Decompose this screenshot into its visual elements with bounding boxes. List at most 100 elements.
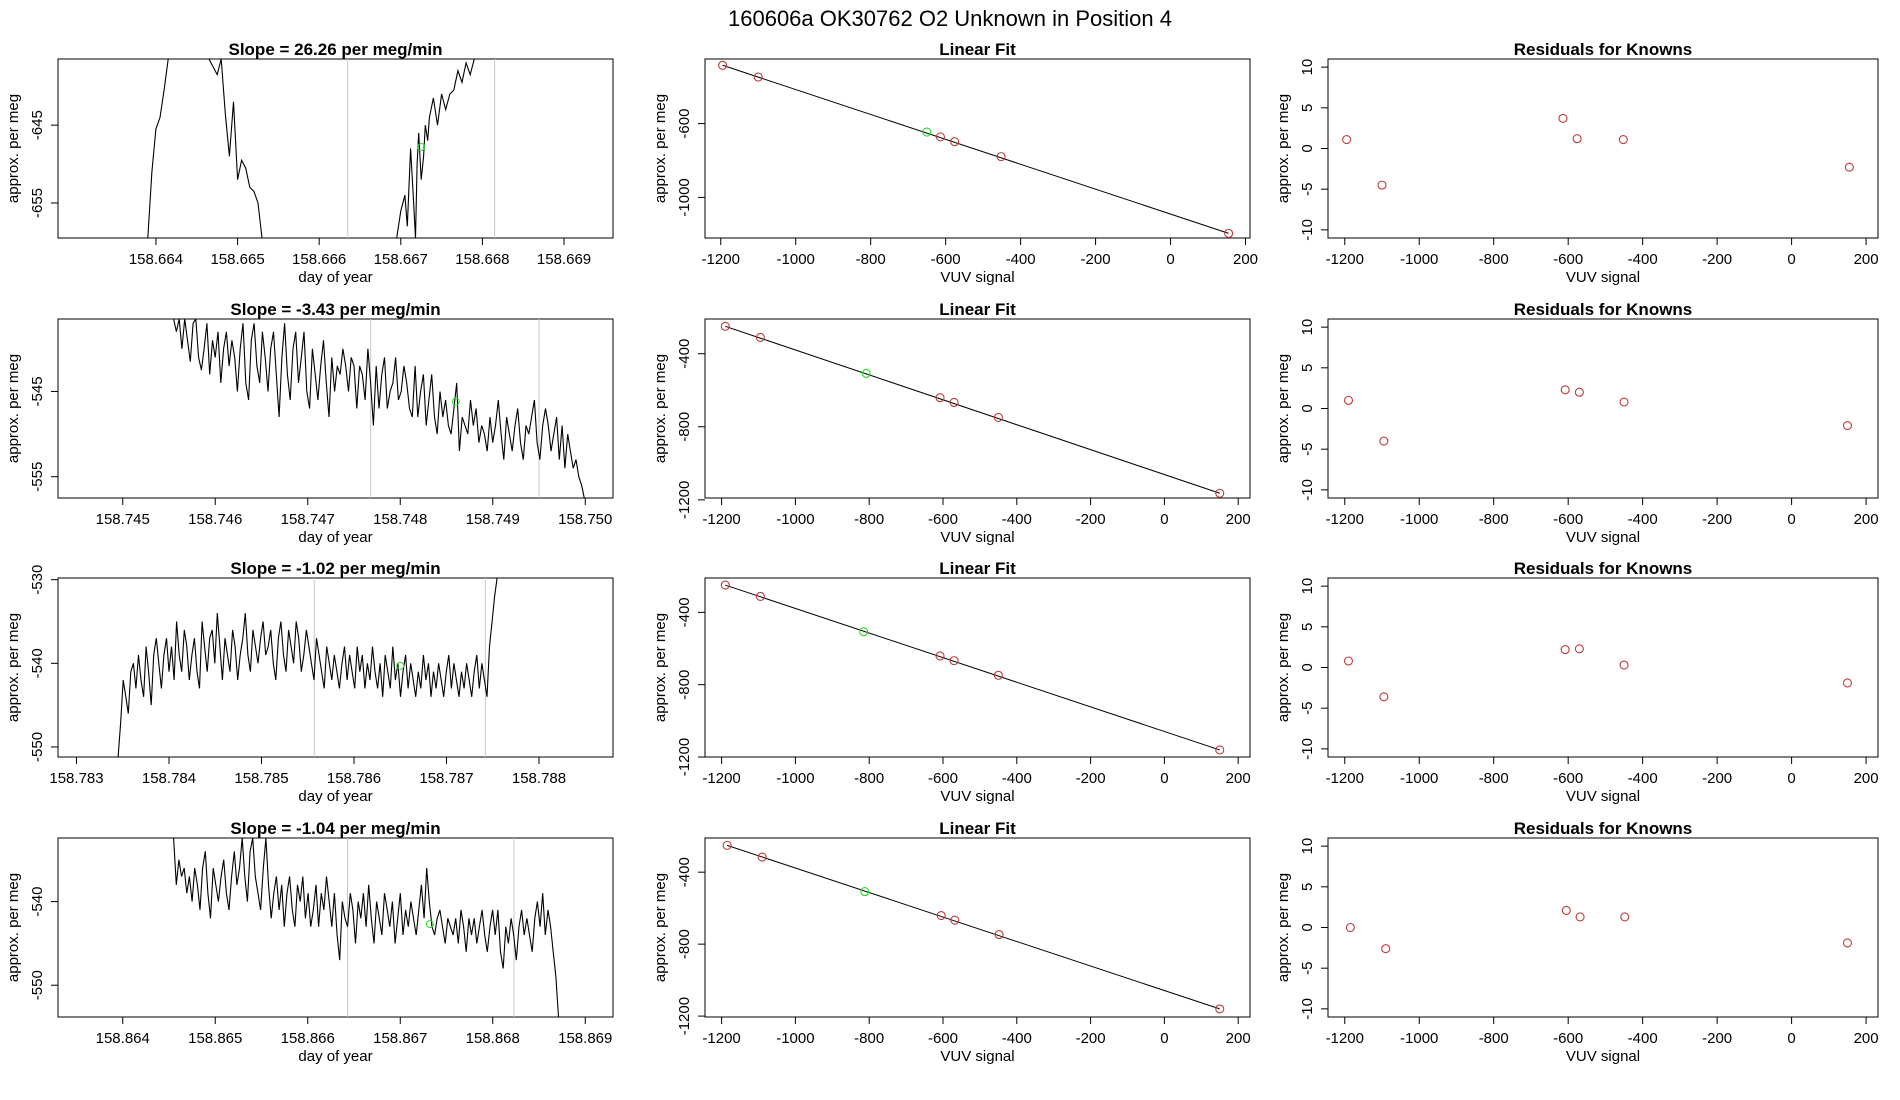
x-tick-label: 158.664 <box>129 251 183 268</box>
plot-area <box>722 840 1225 1014</box>
known-point <box>935 651 945 661</box>
chart-title: Slope = -1.04 per meg/min <box>230 819 440 838</box>
y-tick-label: -655 <box>29 188 46 218</box>
plot-area <box>147 59 496 238</box>
known-point <box>1224 228 1234 238</box>
known-point <box>720 580 730 590</box>
x-tick-label: 158.788 <box>512 770 566 787</box>
y-axis-label: approx. per meg <box>652 94 669 203</box>
x-tick-label: -800 <box>854 511 884 528</box>
x-tick-label: -400 <box>1628 251 1658 268</box>
x-tick-label: -1200 <box>1326 511 1364 528</box>
known-point <box>936 910 946 921</box>
chart-title: Slope = -1.02 per meg/min <box>230 559 440 578</box>
known-point <box>1618 135 1628 145</box>
y-tick-label: 5 <box>1299 623 1316 631</box>
plot-frame <box>1327 318 1879 499</box>
x-tick-label: -600 <box>931 251 961 268</box>
known-point <box>757 852 767 862</box>
x-axis-label: VUV signal <box>940 269 1014 286</box>
unknown-point <box>417 142 426 151</box>
y-tick-label: -540 <box>29 887 46 917</box>
x-tick-label: 158.786 <box>327 770 381 787</box>
x-tick-label: 0 <box>1160 770 1168 787</box>
x-tick-label: 200 <box>1226 511 1251 528</box>
known-point <box>1572 134 1582 144</box>
known-point <box>1842 678 1853 688</box>
known-point <box>1842 421 1853 431</box>
x-axis-label: VUV signal <box>1566 269 1640 286</box>
plot-area <box>1343 385 1853 446</box>
chart-panel: Residuals for Knowns-1200 -1000 -800 -600 -4… <box>1275 819 1879 1065</box>
y-tick-label: 10 <box>1299 319 1316 336</box>
y-tick-label: 5 <box>1299 104 1316 112</box>
x-tick-label: 200 <box>1226 770 1251 787</box>
x-tick-label: -1000 <box>776 1030 814 1047</box>
y-tick-label: -555 <box>29 462 46 492</box>
known-point <box>1379 436 1389 446</box>
chart-panel: Linear Fit -1200 -1000 -800 -600 -400 -200 0 200… <box>652 559 1251 805</box>
x-tick-label: -800 <box>854 770 884 787</box>
chart-title: Linear Fit <box>939 559 1016 578</box>
y-axis-label: approx. per meg <box>1275 873 1292 982</box>
chart-panel: Residuals for Knowns-1200 -1000 -800 -600 -4… <box>1275 559 1879 805</box>
x-tick-label: -600 <box>928 511 958 528</box>
known-point <box>753 72 763 82</box>
unknown-point <box>922 127 932 137</box>
x-axis-label: day of year <box>298 788 372 805</box>
plot-frame <box>704 577 1251 758</box>
x-tick-label: -800 <box>1479 770 1509 787</box>
x-tick-label: -800 <box>1479 511 1509 528</box>
x-tick-label: -200 <box>1076 1030 1106 1047</box>
chart-title: Residuals for Knowns <box>1514 559 1693 578</box>
known-point <box>1844 162 1854 172</box>
x-tick-label: -800 <box>1479 251 1509 268</box>
known-point <box>720 321 730 331</box>
x-tick-label: -600 <box>1553 770 1583 787</box>
chart-title: Linear Fit <box>939 300 1016 319</box>
y-tick-label: -600 <box>676 109 693 139</box>
known-point <box>755 332 765 342</box>
plot-frame <box>57 318 614 499</box>
x-tick-label: 158.667 <box>374 251 428 268</box>
x-tick-label: 158.867 <box>373 1030 427 1047</box>
y-tick-label: -5 <box>1299 702 1316 715</box>
x-tick-label: 158.666 <box>292 251 346 268</box>
plot-frame <box>57 58 614 239</box>
y-tick-label: -1200 <box>676 738 693 776</box>
known-point <box>1377 180 1387 190</box>
x-tick-label: -1200 <box>702 770 740 787</box>
chart-panel: Slope = 26.26 per meg/min 158.664 158.665 1… <box>5 40 614 286</box>
x-tick-label: 0 <box>1787 770 1795 787</box>
x-tick-label: 158.783 <box>49 770 103 787</box>
known-point <box>1558 113 1568 123</box>
y-tick-label: 5 <box>1299 883 1316 891</box>
signal-trace-line <box>117 578 498 757</box>
known-point <box>1842 938 1853 948</box>
y-tick-label: 10 <box>1299 59 1316 76</box>
x-tick-label: 158.665 <box>210 251 264 268</box>
y-axis-label: approx. per meg <box>652 613 669 722</box>
x-tick-label: 158.749 <box>466 511 520 528</box>
x-tick-label: 200 <box>1854 770 1879 787</box>
y-axis-label: approx. per meg <box>1275 354 1292 463</box>
page-title: 160606a OK30762 O2 Unknown in Position 4 <box>728 6 1172 31</box>
x-tick-label: -400 <box>1002 770 1032 787</box>
unknown-point <box>861 368 871 378</box>
x-tick-label: 0 <box>1166 251 1174 268</box>
fit-line <box>726 844 1220 1010</box>
signal-trace-line <box>173 319 585 498</box>
fit-line <box>725 584 1220 751</box>
plot-area <box>1343 644 1853 702</box>
chart-title: Slope = -3.43 per meg/min <box>230 300 440 319</box>
x-tick-label: 0 <box>1787 511 1795 528</box>
known-point <box>996 152 1006 162</box>
y-tick-label: 5 <box>1299 364 1316 372</box>
x-tick-label: -1200 <box>1326 251 1364 268</box>
y-tick-label: 10 <box>1299 578 1316 595</box>
x-tick-label: -200 <box>1081 251 1111 268</box>
x-tick-label: 158.784 <box>142 770 196 787</box>
unknown-point <box>425 920 434 929</box>
x-tick-label: 158.745 <box>96 511 150 528</box>
x-tick-label: -1200 <box>1326 1030 1364 1047</box>
